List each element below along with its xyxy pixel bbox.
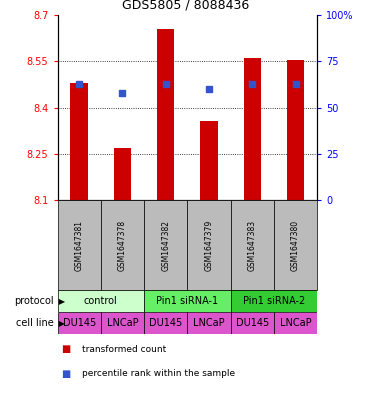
Bar <box>187 200 231 290</box>
Text: GSM1647380: GSM1647380 <box>291 220 300 271</box>
Text: LNCaP: LNCaP <box>280 318 311 328</box>
Bar <box>231 312 274 334</box>
Bar <box>274 200 317 290</box>
Text: DU145: DU145 <box>63 318 96 328</box>
Text: ■: ■ <box>61 345 70 354</box>
Text: cell line: cell line <box>16 318 54 328</box>
Bar <box>144 290 231 312</box>
Text: LNCaP: LNCaP <box>193 318 225 328</box>
Text: percentile rank within the sample: percentile rank within the sample <box>82 369 235 378</box>
Bar <box>274 312 317 334</box>
Text: GSM1647379: GSM1647379 <box>204 219 213 271</box>
Text: ▶: ▶ <box>56 297 65 306</box>
Text: LNCaP: LNCaP <box>106 318 138 328</box>
Text: GDS5805 / 8088436: GDS5805 / 8088436 <box>122 0 249 11</box>
Text: ■: ■ <box>61 369 70 379</box>
Bar <box>114 148 131 200</box>
Text: Pin1 siRNA-2: Pin1 siRNA-2 <box>243 296 305 306</box>
Bar <box>70 83 88 200</box>
Text: GSM1647378: GSM1647378 <box>118 220 127 271</box>
Bar <box>58 290 144 312</box>
Bar <box>244 58 261 200</box>
Text: GSM1647383: GSM1647383 <box>248 220 257 271</box>
Bar <box>58 312 101 334</box>
Bar <box>101 200 144 290</box>
Text: DU145: DU145 <box>149 318 182 328</box>
Text: control: control <box>84 296 118 306</box>
Text: ▶: ▶ <box>56 319 65 328</box>
Bar <box>200 121 218 200</box>
Bar <box>101 312 144 334</box>
Bar <box>144 200 187 290</box>
Text: transformed count: transformed count <box>82 345 166 354</box>
Text: GSM1647381: GSM1647381 <box>75 220 83 270</box>
Text: DU145: DU145 <box>236 318 269 328</box>
Bar <box>231 290 317 312</box>
Bar <box>58 200 101 290</box>
Text: protocol: protocol <box>14 296 54 306</box>
Bar <box>157 29 174 200</box>
Bar <box>187 312 231 334</box>
Text: Pin1 siRNA-1: Pin1 siRNA-1 <box>156 296 219 306</box>
Bar <box>287 60 304 200</box>
Bar <box>144 312 187 334</box>
Bar <box>231 200 274 290</box>
Text: GSM1647382: GSM1647382 <box>161 220 170 270</box>
